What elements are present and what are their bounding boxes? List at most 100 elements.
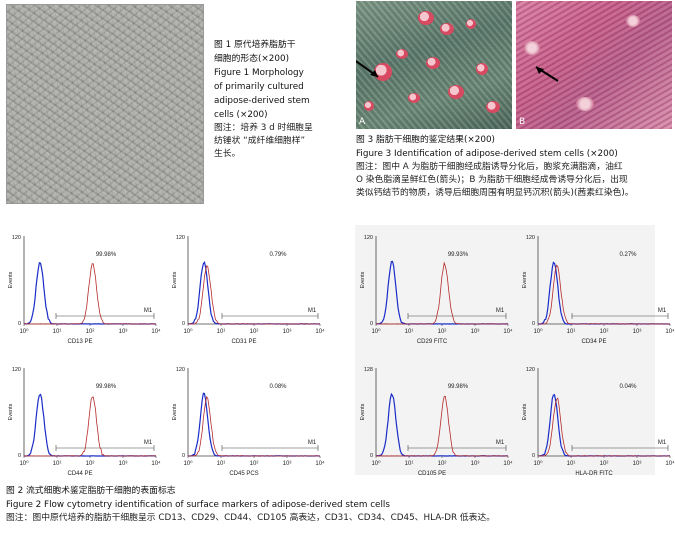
m1-gate-label: M1 (144, 440, 153, 446)
x-tick-label: 10² (438, 461, 447, 467)
x-tick-label: 10² (600, 461, 609, 467)
m1-gate-label: M1 (496, 308, 505, 314)
flow-histogram: 120 0 Events 10⁰ 10¹ 10² 10³ 10⁴ CD44 PE 99.98% M1 (8, 367, 161, 477)
y-tick-max: 120 (526, 367, 535, 373)
percent-label: 0.27% (619, 252, 637, 258)
figure2-title-en: Figure 2 Flow cytometry identification o… (6, 500, 390, 510)
x-tick-label: 10² (86, 461, 95, 467)
figure3-note-line1: 图注：图中 A 为脂肪干细胞经成脂诱导分化后，胞浆充满脂滴，油红 (356, 162, 623, 172)
marker-label: CD105 PE (418, 471, 446, 477)
figure2-note: 图注：图中原代培养的脂肪干细胞呈示 CD13、CD29、CD44、CD105 高… (6, 513, 496, 523)
m1-gate-label: M1 (658, 440, 667, 446)
x-tick-label: 10¹ (405, 329, 414, 335)
x-tick-label: 10⁰ (533, 328, 543, 335)
x-tick-label: 10³ (471, 461, 480, 467)
flow-panel: 120 0 Events 10⁰ 10¹ 10² 10³ 10⁴ CD29 FITC 99.93%… (358, 226, 518, 354)
x-tick-label: 10⁴ (503, 460, 513, 467)
y-axis-label: Events (360, 403, 366, 420)
figure2-right-background (355, 225, 655, 475)
control-histogram (188, 392, 320, 457)
percent-label: 0.08% (269, 384, 287, 390)
x-tick-label: 10⁰ (371, 328, 381, 335)
marker-label: CD45 PCS (229, 471, 258, 477)
x-tick-label: 10² (600, 329, 609, 335)
y-tick-zero: 0 (370, 321, 373, 327)
y-tick-max: 120 (12, 235, 21, 241)
marker-label: CD13 PE (67, 339, 92, 345)
figure2-title-cn: 图 2 流式细胞术鉴定脂肪干细胞的表面标志 (6, 486, 176, 496)
figure3-title-en: Figure 3 Identification of adipose-deriv… (356, 149, 618, 159)
x-tick-label: 10¹ (405, 461, 414, 467)
percent-label: 99.98% (96, 384, 117, 390)
figure1-title-en-line4: cells (×200) (214, 110, 268, 120)
y-tick-zero: 0 (182, 453, 185, 459)
arrow-icon (356, 60, 379, 78)
y-tick-max: 120 (176, 367, 185, 373)
y-axis-label: Events (522, 403, 528, 420)
figure3-note-line2: O 染色脂滴呈鲜红色(箭头)；B 为脂肪干细胞经成骨诱导分化后，出现 (356, 175, 628, 185)
figure3-panel-a: A (356, 1, 512, 129)
y-tick-zero: 0 (532, 321, 535, 327)
x-tick-label: 10⁴ (503, 328, 513, 335)
m1-gate-label: M1 (144, 308, 153, 314)
y-tick-max: 120 (526, 235, 535, 241)
marker-label: CD29 FITC (417, 339, 448, 345)
figure3-caption: 图 3 脂肪干细胞的鉴定结果(×200) Figure 3 Identifica… (356, 133, 672, 200)
x-tick-label: 10⁰ (533, 460, 543, 467)
y-tick-zero: 0 (18, 321, 21, 327)
figure1-note-line2: 纺锤状 “成纤维细胞样” (214, 136, 306, 146)
m1-gate-label: M1 (496, 440, 505, 446)
m1-gate-label: M1 (308, 440, 317, 446)
flow-histogram: 120 0 Events 10⁰ 10¹ 10² 10³ 10⁴ CD13 PE 99.98% M1 (8, 235, 161, 345)
x-tick-label: 10⁴ (315, 460, 325, 467)
y-tick-max: 120 (12, 367, 21, 373)
flow-histogram: 120 0 Events 10⁰ 10¹ 10² 10³ 10⁴ CD45 PCS 0.08% M1 (172, 367, 325, 477)
control-histogram (537, 394, 671, 457)
y-tick-zero: 0 (182, 321, 185, 327)
figure3-panel-b: B (516, 1, 672, 129)
flow-panel: 128 0 Events 10⁰ 10¹ 10² 10³ 10⁴ CD105 PE 99.98% M… (358, 358, 518, 486)
flow-panel: 120 0 Events 10⁰ 10¹ 10² 10³ 10⁴ CD31 PE 0.79% M1 (170, 226, 330, 354)
sample-histogram (375, 395, 509, 457)
flow-histogram: 120 0 Events 10⁰ 10¹ 10² 10³ 10⁴ HLA-DR FITC 0.04… (522, 367, 675, 477)
x-tick-label: 10³ (633, 461, 642, 467)
x-tick-label: 10⁰ (19, 460, 29, 467)
x-tick-label: 10⁰ (19, 328, 29, 335)
x-tick-label: 10² (438, 329, 447, 335)
sample-histogram (24, 263, 156, 325)
y-axis-label: Events (172, 271, 178, 288)
x-tick-label: 10⁴ (665, 460, 675, 467)
m1-gate-label: M1 (658, 308, 667, 314)
figure3-title-cn: 图 3 脂肪干细胞的鉴定结果(×200) (356, 135, 495, 145)
x-tick-label: 10¹ (567, 461, 576, 467)
sample-histogram (537, 397, 670, 457)
x-tick-label: 10⁰ (371, 460, 381, 467)
y-axis-label: Events (522, 271, 528, 288)
x-tick-label: 10³ (119, 461, 128, 467)
x-tick-label: 10¹ (567, 329, 576, 335)
marker-label: CD44 PE (67, 471, 92, 477)
percent-label: 0.04% (619, 384, 637, 390)
control-histogram (24, 393, 157, 457)
flow-panel: 120 0 Events 10⁰ 10¹ 10² 10³ 10⁴ CD13 PE 99.98% M1 (6, 226, 166, 354)
marker-label: CD31 PE (231, 339, 256, 345)
flow-panel: 120 0 Events 10⁰ 10¹ 10² 10³ 10⁴ CD45 PCS 0.08% M1 (170, 358, 330, 486)
x-tick-label: 10² (250, 329, 259, 335)
x-tick-label: 10³ (633, 329, 642, 335)
percent-label: 0.79% (269, 252, 287, 258)
x-tick-label: 10⁴ (665, 328, 675, 335)
figure2-caption: 图 2 流式细胞术鉴定脂肪干细胞的表面标志 Figure 2 Flow cyto… (6, 484, 671, 525)
figure1-caption: 图 1 原代培养脂肪干 细胞的形态(×200) Figure 1 Morphol… (214, 38, 354, 161)
figure1-title-en-line1: Figure 1 Morphology (214, 68, 304, 78)
figure1-note-line1: 图注：培养 3 d 时细胞呈 (214, 123, 313, 133)
y-axis-label: Events (360, 271, 366, 288)
y-axis-label: Events (172, 403, 178, 420)
control-histogram (187, 260, 321, 325)
flow-panel: 120 0 Events 10⁰ 10¹ 10² 10³ 10⁴ CD34 PE 0.27% M1 (520, 226, 675, 354)
x-tick-label: 10⁰ (183, 328, 193, 335)
y-tick-zero: 0 (370, 453, 373, 459)
percent-label: 99.93% (448, 252, 469, 258)
figure3-note-line3: 类似钙结节的物质，诱导后细胞周围有明显钙沉积(箭头)(茜素红染色)。 (356, 188, 634, 198)
x-tick-label: 10⁴ (151, 460, 161, 467)
sample-histogram (375, 261, 509, 325)
